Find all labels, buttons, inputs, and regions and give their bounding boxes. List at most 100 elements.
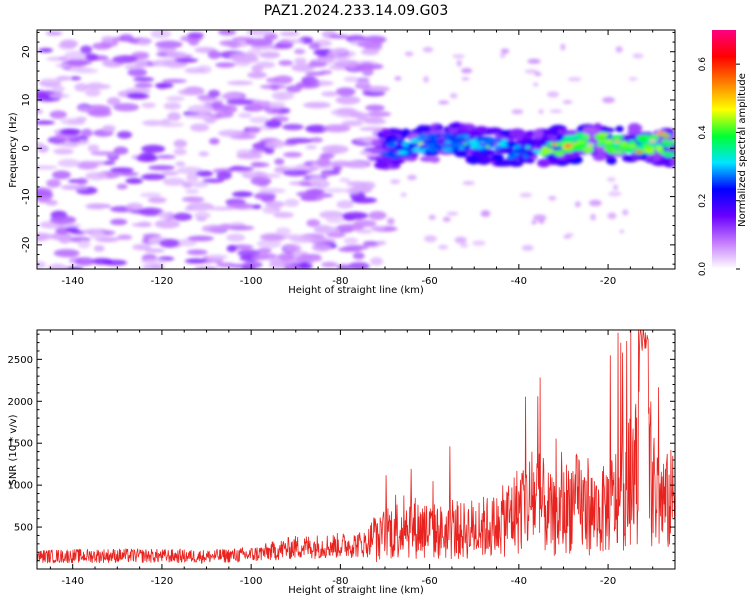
y-tick-label: 1500 (8, 439, 33, 450)
spectrogram-cell (236, 153, 263, 160)
spectrogram-cell (53, 249, 80, 258)
spectrogram-cell (341, 120, 364, 127)
spectrogram-cell (511, 109, 524, 115)
spectrogram-cell (549, 109, 563, 113)
spectrogram-cell (75, 178, 88, 185)
spectrogram-cell (365, 104, 385, 112)
spectrogram-cell (262, 205, 277, 214)
spectrogram-x-ticks: -140 -120 -100 -80 -60 -40 -20 (49, 30, 676, 287)
spectrogram-cell (527, 58, 541, 64)
spectrogram-cell (271, 91, 295, 101)
spectrogram-cell (336, 107, 357, 115)
x-tick-label: -100 (240, 576, 263, 587)
spectrogram-cell (58, 236, 71, 244)
spectrogram-cell (472, 240, 486, 246)
spectrogram-cell (87, 109, 112, 117)
x-tick-label: -80 (332, 276, 348, 287)
spectrogram-cell (186, 202, 214, 211)
spectrogram-cell (531, 220, 537, 225)
y-tick-label: 2000 (8, 397, 33, 408)
spectrogram-cell (336, 200, 354, 209)
spectrogram-cell (407, 143, 416, 149)
spectrogram-cell (387, 150, 395, 155)
spectrogram-cell (627, 130, 641, 136)
spectrogram-cell (150, 30, 172, 39)
spectrogram-cell (283, 169, 308, 177)
spectrogram-cell (75, 116, 88, 122)
spectrogram-cell (158, 122, 185, 128)
spectrogram-cell (250, 176, 272, 186)
spectrogram-cell (92, 42, 112, 50)
spectrogram-cell (231, 55, 260, 64)
x-tick-label: -80 (332, 576, 348, 587)
spectrogram-cell (131, 222, 153, 227)
spectrogram-cell (113, 103, 140, 112)
spectrogram-cell (628, 140, 637, 145)
spectrogram-cell (198, 151, 209, 157)
spectrogram-cell (53, 148, 74, 155)
spectrogram-cell (604, 138, 614, 144)
spectrogram-cell (285, 85, 302, 93)
spectrogram-cell (386, 217, 395, 225)
spectrogram-cell (603, 145, 616, 152)
spectrogram-cell (207, 206, 236, 211)
spectrogram-cell (628, 122, 641, 131)
spectrogram-y-ticks: 20 10 0 -10 -20 (21, 31, 675, 265)
x-tick-label: -140 (61, 276, 84, 287)
spectrogram-cell (525, 158, 535, 164)
spectrogram-cell (220, 93, 243, 99)
spectrogram-cell (173, 139, 188, 148)
spectrogram-cell (56, 76, 72, 81)
spectrogram-cell (590, 213, 596, 221)
spectrogram-cell (285, 137, 313, 144)
spectrogram-cell (307, 61, 328, 68)
spectrogram-cell (458, 126, 468, 133)
spectrogram-cell (81, 128, 93, 138)
spectrogram-cell (519, 192, 533, 198)
spectrogram-cell (538, 109, 544, 115)
spectrogram-cell (564, 144, 571, 148)
spectrogram-cell (332, 166, 343, 171)
spectrogram-cell (359, 62, 375, 71)
spectrogram-y-label: Frequency (Hz) (8, 112, 19, 188)
spectrogram-cell (663, 134, 670, 138)
spectrogram-cell (215, 62, 235, 68)
spectrogram-cell (390, 138, 405, 143)
spectrogram-cell (349, 112, 369, 119)
spectrogram-cell (484, 145, 491, 149)
spectrogram-cell (375, 240, 387, 245)
spectrogram-cell (226, 98, 254, 105)
spectrogram-cell (155, 40, 183, 49)
spectrogram-cell (462, 142, 469, 146)
spectrogram-cell (637, 135, 648, 142)
spectrogram-cell (187, 104, 214, 114)
spectrogram-cell (259, 84, 287, 90)
spectrogram-cell (278, 60, 293, 66)
snr-x-ticks: -140 -120 -100 -80 -60 -40 -20 (49, 330, 676, 587)
spectrogram-cell (246, 30, 274, 36)
spectrogram-cell (172, 212, 193, 222)
spectrogram-cell (313, 226, 340, 235)
spectrogram-cell (187, 235, 214, 242)
spectrogram-cell (47, 263, 67, 269)
spectrogram-cell (274, 158, 285, 165)
spectrogram-cell (59, 128, 82, 135)
spectrogram-cell (251, 204, 262, 210)
spectrogram-cell (259, 173, 282, 178)
spectrogram-cell (64, 60, 93, 66)
spectrogram-cell (37, 109, 44, 114)
spectrogram-cell (74, 257, 95, 266)
spectrogram-cell (462, 181, 475, 185)
spectrogram-cell (249, 116, 270, 124)
spectrogram-cell (265, 200, 285, 208)
spectrogram-cell (116, 183, 128, 190)
spectrogram-cell (259, 51, 281, 59)
spectrogram-cell (226, 233, 246, 242)
snr-panel: -140 -120 -100 -80 -60 -40 -20 500 1000 1500 2000… (8, 329, 676, 596)
spectrogram-cell (346, 181, 368, 187)
spectrogram-cell (429, 156, 440, 163)
spectrogram-cell (360, 48, 380, 56)
spectrogram-cell (258, 188, 286, 194)
spectrogram-cell (80, 45, 93, 54)
spectrogram-cell (597, 132, 609, 138)
